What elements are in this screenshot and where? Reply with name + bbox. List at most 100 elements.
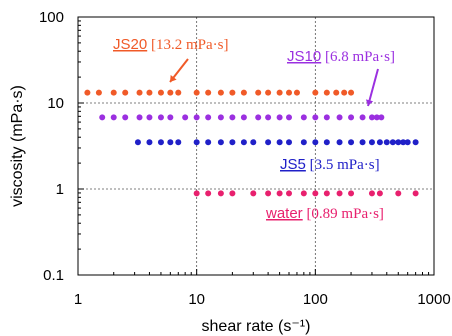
data-point [276,114,283,121]
data-point [229,139,236,146]
x-tick-label: 1000 [417,291,450,308]
data-point [95,89,102,96]
js10-arrow [365,68,379,107]
data-point [193,114,200,121]
data-point [348,114,355,121]
data-point [276,190,283,197]
data-points [84,89,419,197]
js20-arrow [169,58,189,83]
data-point [276,89,283,96]
data-point [265,190,272,197]
data-point [255,89,262,96]
data-point [400,139,407,146]
data-point [286,139,293,146]
data-point [146,139,153,146]
data-point [395,190,402,197]
data-point [300,190,307,197]
plot-frame [77,16,435,276]
annotation-js20: JS20 [13.2 mPa·s] [113,36,228,53]
data-point [300,114,307,121]
data-point [312,139,319,146]
data-point [205,89,212,96]
data-point [146,89,153,96]
data-point [312,89,319,96]
data-point [250,190,257,197]
data-point [412,190,419,197]
data-point [250,139,257,146]
data-point [300,139,307,146]
data-point [368,139,375,146]
data-point [359,114,366,121]
data-point [240,114,247,121]
data-point [229,190,236,197]
series-annotations: JS20 [13.2 mPa·s] JS10 [6.8 mPa·s] JS5 [3.… [113,36,395,222]
data-point [205,114,212,121]
annotation-series-name: JS10 [287,48,321,65]
data-point [368,190,375,197]
data-point [193,139,200,146]
annotation-series-name: JS5 [280,156,306,173]
data-point [193,190,200,197]
data-point [122,114,129,121]
y-axis-ticks: 0.1 1 10 100 [39,9,84,284]
data-point [404,139,411,146]
data-point [286,114,293,121]
x-axis-ticks: 1 10 100 1000 [74,269,451,308]
data-point [240,89,247,96]
data-point [323,114,330,121]
x-axis-label: shear rate (s⁻¹) [202,318,311,335]
data-point [336,114,343,121]
data-point [175,89,182,96]
data-point [217,190,224,197]
data-point [376,190,383,197]
annotation-value: [13.2 mPa·s] [147,37,228,53]
y-tick-label: 10 [47,95,64,112]
data-point [333,89,340,96]
data-point [157,114,164,121]
data-point [336,139,343,146]
data-point [136,114,143,121]
data-point [383,139,390,146]
data-point [323,89,330,96]
data-point [146,114,153,121]
data-point [229,114,236,121]
data-point [193,89,200,96]
data-point [167,114,174,121]
data-point [286,89,293,96]
series-js10 [99,114,385,121]
series-js5 [134,139,419,146]
data-point [136,89,143,96]
data-point [167,89,174,96]
data-point [99,114,106,121]
data-point [229,89,236,96]
data-point [175,139,182,146]
data-point [265,139,272,146]
annotation-series-name: JS20 [113,36,147,53]
annotation-series-name: water [265,205,303,222]
data-point [312,190,319,197]
data-point [157,89,164,96]
data-point [389,139,396,146]
data-point [182,114,189,121]
annotation-js5: JS5 [3.5 mPa·s] [280,156,380,173]
data-point [265,89,272,96]
data-point [84,89,91,96]
x-tick-label: 1 [74,291,82,308]
data-point [312,114,319,121]
y-axis-label: viscosity (mPa·s) [9,85,26,207]
data-point [293,89,300,96]
data-point [110,89,117,96]
annotation-value: [6.8 mPa·s] [321,49,395,65]
x-tick-label: 10 [188,291,205,308]
data-point [341,89,348,96]
data-point [323,139,330,146]
annotation-js10: JS10 [6.8 mPa·s] [287,48,395,65]
data-point [286,190,293,197]
grid-lines [78,17,434,275]
annotation-value: [3.5 mPa·s] [306,157,380,173]
data-point [157,139,164,146]
data-point [348,139,355,146]
data-point [378,114,385,121]
data-point [336,190,343,197]
